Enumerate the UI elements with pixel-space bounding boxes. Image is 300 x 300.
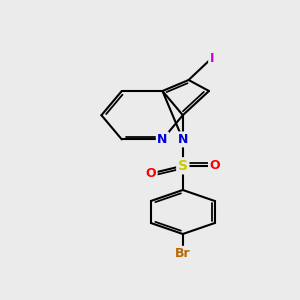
- Text: I: I: [210, 52, 214, 64]
- Text: N: N: [157, 133, 168, 146]
- Text: O: O: [146, 167, 156, 180]
- Text: S: S: [178, 159, 188, 173]
- Text: N: N: [178, 133, 188, 146]
- Text: O: O: [209, 159, 220, 172]
- Text: Br: Br: [175, 247, 190, 260]
